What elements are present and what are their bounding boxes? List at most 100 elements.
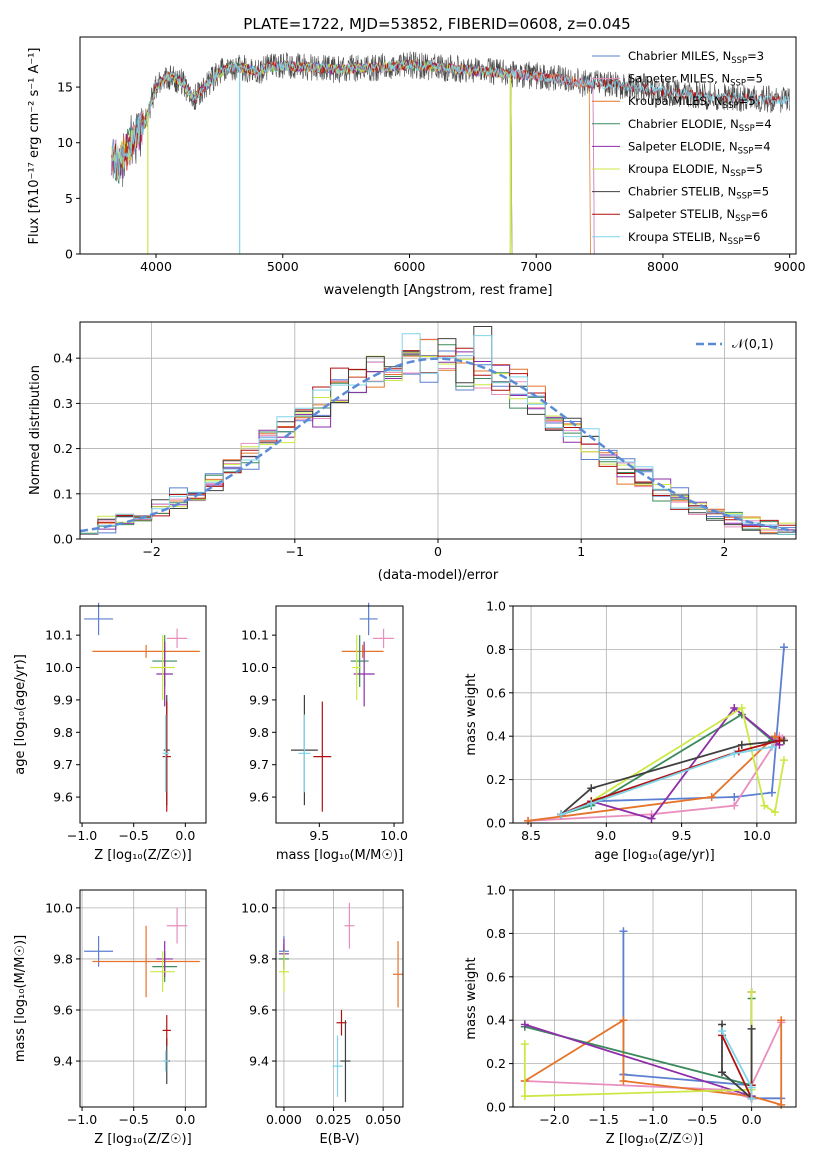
y-tick-label: 0.2 <box>53 441 73 456</box>
y-tick-label: 9.4 <box>53 1054 73 1069</box>
mass-weight-marker <box>775 736 784 745</box>
legend-label-sub: SSP <box>731 56 747 66</box>
legend-label-count: =5 <box>752 185 769 199</box>
mass-weight-marker <box>760 801 769 810</box>
x-tick-label: 0 <box>434 544 442 559</box>
mass-weight-line <box>721 1024 753 1101</box>
legend-label-count: =5 <box>738 94 755 108</box>
x-tick-label: 2 <box>720 544 728 559</box>
mass-weight-marker <box>520 1040 529 1049</box>
y-tick-label: 10 <box>57 135 73 150</box>
mass-weight-marker <box>718 1068 727 1077</box>
y-tick-label: 9.7 <box>53 757 73 772</box>
plot-frame <box>79 889 207 1108</box>
x-tick-label: 9.5 <box>672 828 692 843</box>
y-tick-label: 10.0 <box>241 660 269 675</box>
mass-weight-line <box>524 998 753 1087</box>
legend-label: Chabrier ELODIE, NSSP=4 <box>628 117 772 134</box>
mass-weight-marker <box>619 927 628 936</box>
mass-weight-line <box>524 992 753 1098</box>
x-tick-label: −2 <box>142 544 160 559</box>
x-tick-label: 9.5 <box>309 828 329 843</box>
x-tick-label: 0.0 <box>742 1112 762 1127</box>
spectrum-line <box>111 59 513 254</box>
mass-weight-marker <box>557 810 566 819</box>
mass-weight-marker <box>734 747 743 756</box>
mass-weight-line <box>560 739 780 816</box>
legend-label-sub: SSP <box>730 169 746 179</box>
spectrum-plot-area <box>111 51 790 254</box>
mass-weight-line <box>560 746 773 816</box>
mass-z-y-label: mass [log₁₀(M/M☉)] <box>13 935 28 1062</box>
mass-weight-marker <box>767 743 776 752</box>
y-tick-label: 0.0 <box>486 816 506 831</box>
mass-weight-marker <box>619 1016 628 1025</box>
residual-x-label: (data-model)/error <box>378 568 499 583</box>
age-z-x-label: Z [log₁₀(Z/Z☉)] <box>94 848 191 863</box>
mass-weight-marker <box>777 1016 786 1025</box>
mass-vs-metallicity-panel: −1.0 −0.5 0.0 9.4 9.6 9.8 10.0 Z [log₁₀(Z/Z☉)] m… <box>13 889 207 1147</box>
legend-label-sub: SSP <box>735 214 751 224</box>
mass-weight-marker <box>747 1094 756 1103</box>
y-tick-label: 0.8 <box>486 642 506 657</box>
mass-weight-marker <box>730 749 739 758</box>
mass-weight-marker <box>730 801 739 810</box>
spectrum-line <box>111 58 513 254</box>
legend-label-sub: SSP <box>736 192 752 202</box>
y-tick-label: 0.3 <box>53 396 73 411</box>
mass-weight-marker <box>647 814 656 823</box>
mw-age-y-label: mass weight <box>464 673 479 755</box>
y-tick-label: 0 <box>65 247 73 262</box>
legend-label-text: Kroupa ELODIE, N <box>628 162 730 176</box>
legend-label: Salpeter STELIB, NSSP=6 <box>628 207 768 224</box>
mass-ebv-x-label: E(B-V) <box>319 1132 359 1147</box>
mass-weight-marker <box>777 1100 786 1109</box>
x-tick-label: 9.0 <box>596 828 616 843</box>
mass-weight-marker <box>779 643 788 652</box>
y-tick-label: 9.7 <box>249 757 269 772</box>
mass-weight-line <box>524 1018 783 1106</box>
y-tick-label: 9.8 <box>249 951 269 966</box>
mass-weight-marker <box>520 1020 529 1029</box>
legend-label-count: =6 <box>751 207 768 221</box>
x-tick-label: 0.050 <box>365 1112 401 1127</box>
legend-label-text: Salpeter MILES, N <box>628 72 730 86</box>
x-tick-label: 4000 <box>140 259 172 274</box>
y-tick-label: 9.6 <box>249 1002 269 1017</box>
spectrum-title: PLATE=1722, MJD=53852, FIBERID=0608, z=0… <box>243 15 630 33</box>
mass-vs-ebv-panel: 0.000 0.025 0.050 9.4 9.6 9.8 10.0 E(B-V) <box>241 889 404 1147</box>
residual-plot-area <box>79 326 797 535</box>
plot-frame <box>275 605 404 824</box>
legend-label-text: Chabrier STELIB, N <box>628 185 736 199</box>
x-tick-label: 8000 <box>647 259 679 274</box>
mass-weight-marker <box>737 740 746 749</box>
legend-label-sub: SSP <box>739 124 755 134</box>
mass-weight-marker <box>770 808 779 817</box>
mass-weight-marker <box>779 756 788 765</box>
x-tick-label: −1 <box>286 544 304 559</box>
legend-label-text: Chabrier ELODIE, N <box>628 117 739 131</box>
mass-weight-marker <box>707 792 716 801</box>
legend-label-count: =3 <box>747 49 764 63</box>
residual-legend: 𝒩(0,1) <box>696 336 774 351</box>
y-tick-label: 0.6 <box>486 685 506 700</box>
mw-z-y-label: mass weight <box>464 957 479 1039</box>
plot-frame <box>512 605 797 824</box>
mass-weight-marker <box>587 799 596 808</box>
y-tick-label: 0.1 <box>53 486 73 501</box>
x-tick-label: −2.0 <box>539 1112 569 1127</box>
x-tick-label: 8.5 <box>521 828 541 843</box>
age-z-y-label: age [log₁₀(age/yr)] <box>13 654 28 775</box>
y-tick-label: 9.8 <box>249 725 269 740</box>
legend-label-count: =4 <box>754 139 771 153</box>
y-tick-label: 9.9 <box>53 692 73 707</box>
y-tick-label: 0.4 <box>486 729 506 744</box>
plot-frame <box>512 889 797 1108</box>
y-tick-label: 0.6 <box>486 969 506 984</box>
mass-weight-marker <box>730 792 739 801</box>
y-tick-label: 9.4 <box>249 1054 269 1069</box>
spectrum-line <box>111 59 513 254</box>
mass-weight-marker <box>718 1027 727 1036</box>
x-tick-label: −0.5 <box>687 1112 717 1127</box>
